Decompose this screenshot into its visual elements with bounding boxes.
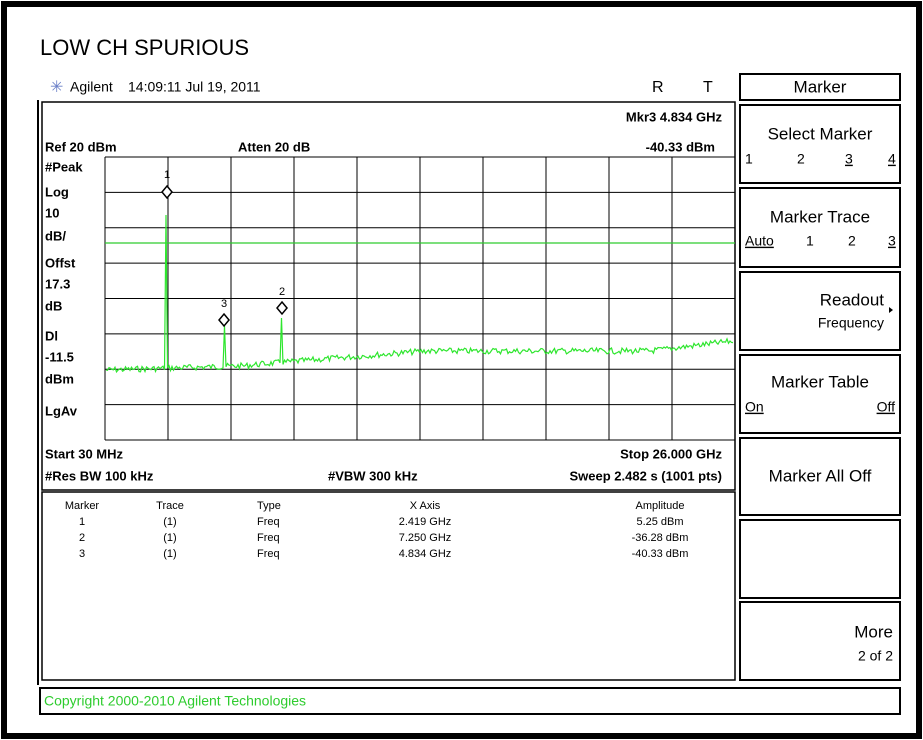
vbw: #VBW 300 kHz — [328, 468, 418, 483]
page-title: LOW CH SPURIOUS — [40, 35, 249, 60]
side-label: Log — [45, 184, 69, 199]
table-cell: Freq — [257, 516, 280, 528]
softkey[interactable] — [739, 601, 901, 681]
softkey[interactable] — [739, 187, 901, 268]
softkey-label: Select Marker — [768, 124, 873, 143]
stop-freq: Stop 26.000 GHz — [620, 446, 722, 461]
status-box — [39, 687, 901, 715]
softkey-option: Off — [877, 399, 896, 415]
table-cell: (1) — [163, 516, 176, 528]
marker-amplitude: -40.33 dBm — [646, 139, 715, 154]
softkey-label: Marker Trace — [770, 207, 870, 226]
marker-label: 2 — [279, 286, 285, 298]
side-label: Offst — [45, 255, 76, 270]
marker-diamond — [161, 184, 173, 200]
flag: T — [703, 79, 713, 96]
marker-diamond — [276, 300, 288, 316]
softkey[interactable] — [739, 519, 901, 599]
table-cell: 1 — [79, 516, 85, 528]
menu-box — [739, 73, 901, 101]
side-label: dB — [45, 298, 62, 313]
softkey-option: Auto — [745, 233, 774, 249]
brand: Agilent — [70, 79, 113, 95]
softkey[interactable] — [739, 354, 901, 434]
flag: R — [652, 79, 664, 96]
softkey-option: 3 — [845, 151, 853, 167]
attenuation: Atten 20 dB — [238, 139, 310, 154]
copyright: Copyright 2000-2010 Agilent Technologies — [44, 693, 306, 709]
side-label: #Peak — [45, 159, 83, 174]
start-freq: Start 30 MHz — [45, 446, 124, 461]
table-cell: 7.250 GHz — [399, 532, 452, 544]
table-cell: 4.834 GHz — [399, 548, 452, 560]
table-cell: -36.28 dBm — [632, 532, 689, 544]
side-label: Dl — [45, 328, 58, 343]
marker-label: 3 — [221, 298, 227, 310]
softkey-option: 2 — [797, 151, 805, 167]
softkey[interactable] — [739, 437, 901, 516]
softkey[interactable] — [739, 104, 901, 184]
logo: ✳ — [50, 79, 63, 96]
softkey-label: Marker Table — [771, 372, 869, 391]
softkey-label: Marker All Off — [769, 466, 872, 485]
menu-title: Marker — [794, 77, 847, 96]
softkey-option: 1 — [806, 233, 814, 249]
table-cell: 3 — [79, 548, 85, 560]
table-cell: 2.419 GHz — [399, 516, 452, 528]
table-cell: 2 — [79, 532, 85, 544]
table-header: Marker — [65, 500, 100, 512]
timestamp: 14:09:11 Jul 19, 2011 — [128, 79, 261, 95]
ref-level: Ref 20 dBm — [45, 139, 117, 154]
softkey-label: Readout — [820, 290, 885, 309]
side-label: -11.5 — [45, 349, 74, 364]
softkey-sub: 2 of 2 — [858, 648, 893, 664]
table-header: Trace — [156, 500, 184, 512]
softkey[interactable] — [739, 271, 901, 351]
side-label: LgAv — [45, 403, 78, 418]
softkey-frames — [739, 73, 901, 681]
softkey-label: More — [854, 622, 893, 641]
table-box — [41, 491, 736, 681]
softkey-option: 4 — [888, 151, 896, 167]
table-header: X Axis — [410, 500, 441, 512]
table-cell: Freq — [257, 532, 280, 544]
markers — [161, 184, 288, 328]
submenu-arrow — [889, 307, 893, 313]
sweep: Sweep 2.482 s (1001 pts) — [570, 468, 722, 483]
table-header: Amplitude — [636, 500, 685, 512]
softkey-option: 1 — [745, 151, 753, 167]
table-header: Type — [257, 500, 281, 512]
marker-diamond — [218, 312, 230, 328]
softkey-sub: Frequency — [818, 315, 884, 331]
softkey-option: 2 — [848, 233, 856, 249]
softkey-option: 3 — [888, 233, 896, 249]
table-cell: (1) — [163, 532, 176, 544]
side-label: 17.3 — [45, 276, 70, 291]
table-cell: 5.25 dBm — [636, 516, 683, 528]
softkey-option: On — [745, 399, 764, 415]
table-cell: -40.33 dBm — [632, 548, 689, 560]
graticule — [104, 156, 736, 441]
side-label: 10 — [45, 205, 59, 220]
res-bw: #Res BW 100 kHz — [45, 468, 154, 483]
marker-label: 1 — [164, 169, 170, 181]
table-cell: (1) — [163, 548, 176, 560]
table-cell: Freq — [257, 548, 280, 560]
trace — [105, 214, 734, 374]
side-label: dB/ — [45, 228, 66, 243]
active-marker: Mkr3 4.834 GHz — [626, 109, 723, 124]
side-label: dBm — [45, 371, 74, 386]
